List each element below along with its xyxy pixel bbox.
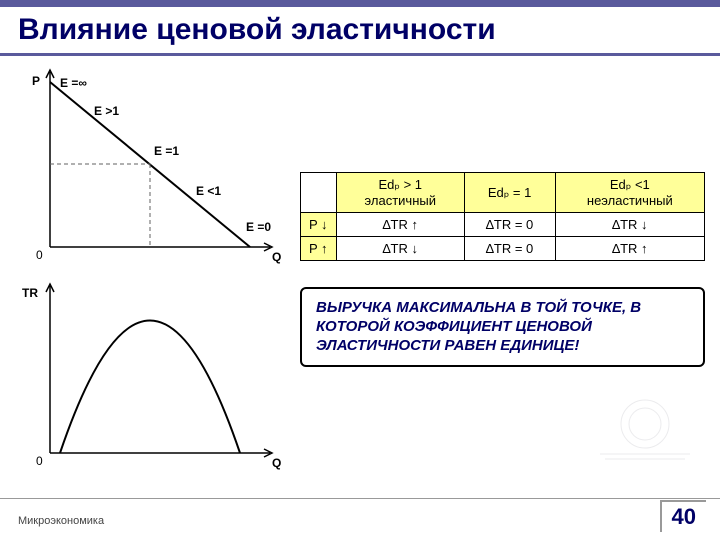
footer-label: Микроэкономика [18,515,104,527]
right-column: Edₚ > 1 эластичный Edₚ = 1 Edₚ <1 неэлас… [300,172,705,367]
cell-r1c2: ∆TR = 0 [464,237,555,261]
elasticity-label-zero: E =0 [246,220,271,234]
table-header-unit: Edₚ = 1 [464,173,555,213]
table-header-elastic-l2: эластичный [365,193,436,208]
footer: Микроэкономика 40 [0,498,720,536]
watermark-logo [590,394,700,464]
cell-r0c3: ∆TR ↓ [555,213,704,237]
elasticity-label-gt1: E >1 [94,104,119,118]
cell-r1c3: ∆TR ↑ [555,237,704,261]
graph2-y-axis-label: TR [22,286,38,300]
table-header-empty [301,173,337,213]
content-area: P Q 0 E =∞ E >1 E =1 E <1 E =0 TR Q 0 [0,62,720,492]
table-header-inelastic-l2: неэластичный [587,193,673,208]
table-header-row: Edₚ > 1 эластичный Edₚ = 1 Edₚ <1 неэлас… [301,173,705,213]
table-header-inelastic: Edₚ <1 неэластичный [555,173,704,213]
table-row: P ↓ ∆TR ↑ ∆TR = 0 ∆TR ↓ [301,213,705,237]
graph2-svg [10,278,290,473]
elasticity-demand-graph: P Q 0 E =∞ E >1 E =1 E <1 E =0 [10,62,290,272]
elasticity-table: Edₚ > 1 эластичный Edₚ = 1 Edₚ <1 неэлас… [300,172,705,261]
row-label-p-down: P ↓ [301,213,337,237]
title-bar: Влияние ценовой эластичности [0,0,720,56]
page-number: 40 [660,500,706,532]
key-note: ВЫРУЧКА МАКСИМАЛЬНА В ТОЙ ТОЧКЕ, В КОТОР… [300,287,705,367]
elasticity-label-inf: E =∞ [60,76,87,90]
page-title: Влияние ценовой эластичности [18,13,702,47]
cell-r1c1: ∆TR ↓ [337,237,465,261]
table-header-inelastic-l1: Edₚ <1 [610,177,650,192]
graph2-x-axis-label: Q [272,456,281,470]
graph2-origin: 0 [36,454,43,468]
total-revenue-graph: TR Q 0 [10,278,290,473]
graphs-column: P Q 0 E =∞ E >1 E =1 E <1 E =0 TR Q 0 [10,62,290,473]
cell-r0c2: ∆TR = 0 [464,213,555,237]
table-header-elastic: Edₚ > 1 эластичный [337,173,465,213]
table-header-elastic-l1: Edₚ > 1 [379,177,423,192]
table-header-unit-l1: Edₚ = 1 [488,185,532,200]
table-row: P ↑ ∆TR ↓ ∆TR = 0 ∆TR ↑ [301,237,705,261]
graph1-origin: 0 [36,248,43,262]
graph1-x-axis-label: Q [272,250,281,264]
row-label-p-up: P ↑ [301,237,337,261]
graph1-svg [10,62,290,272]
elasticity-label-lt1: E <1 [196,184,221,198]
elasticity-label-eq1: E =1 [154,144,179,158]
graph1-y-axis-label: P [32,74,40,88]
cell-r0c1: ∆TR ↑ [337,213,465,237]
